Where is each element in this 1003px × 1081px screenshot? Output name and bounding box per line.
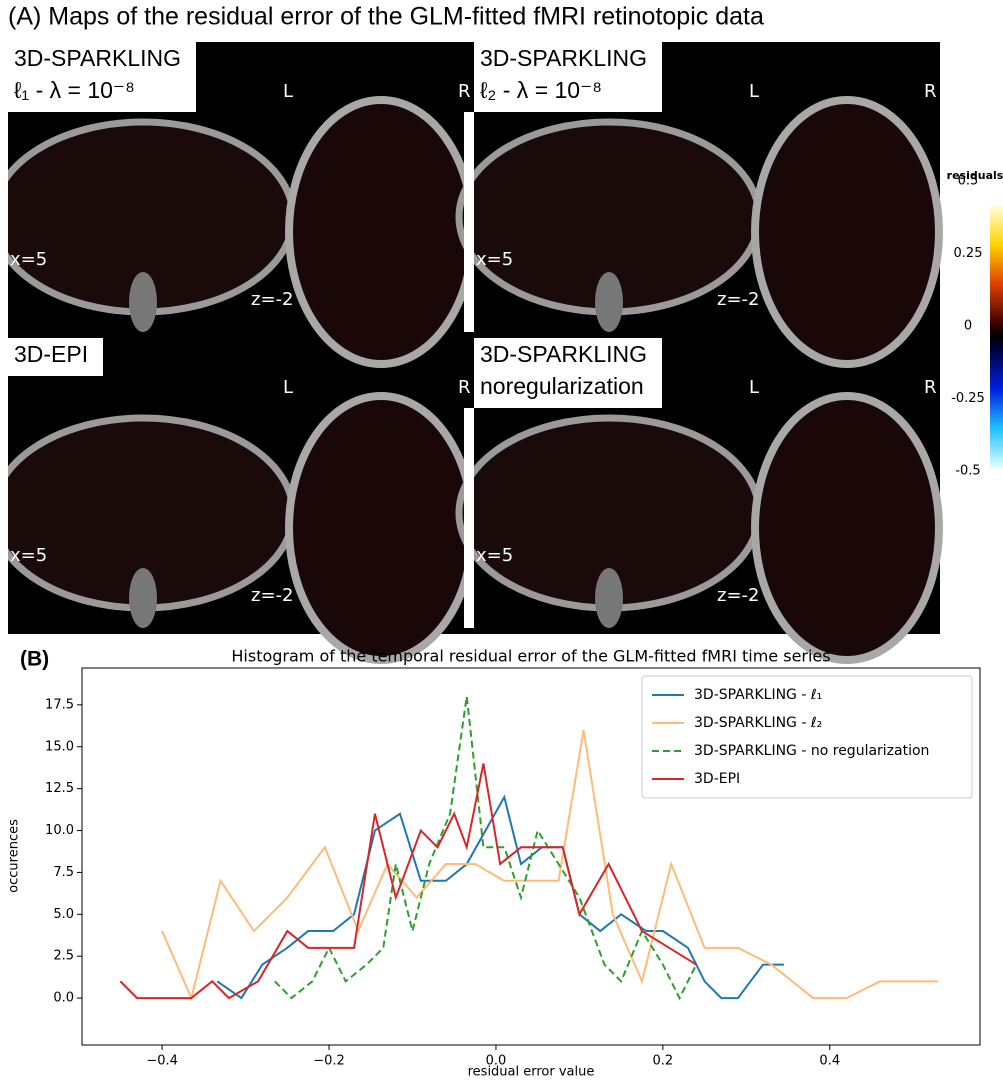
sagittal-crop [0, 112, 8, 332]
panel-title: 3D-SPARKLING [480, 341, 647, 367]
plot-frame [81, 667, 981, 1046]
brainstem [129, 272, 157, 332]
left-label: L [749, 377, 759, 398]
legend-box [641, 675, 973, 799]
brainstem [129, 568, 157, 628]
axial-coord: z=-2 [251, 585, 293, 606]
sagittal-coord: x=5 [476, 249, 513, 270]
sagittal-crop [464, 112, 474, 332]
colorbar-tick-label: 0 [964, 319, 972, 334]
chart-title: Histogram of the temporal residual error… [231, 647, 830, 666]
y-tick-label: 10.0 [45, 823, 74, 838]
sagittal-coord: x=5 [476, 545, 513, 566]
axial-skull [751, 96, 943, 368]
colorbar-tick-label: -0.5 [955, 464, 980, 479]
panel-title-box [8, 42, 196, 112]
brainstem [595, 568, 623, 628]
colorbar-label: residuals [947, 169, 1003, 182]
y-axis-label: occurences [7, 819, 22, 893]
y-tick-label: 17.5 [45, 697, 74, 712]
axial-skull [285, 96, 477, 368]
left-label: L [749, 81, 759, 102]
y-tick-label: 2.5 [53, 949, 74, 964]
series-line [274, 696, 698, 1001]
axial-coord: z=-2 [717, 289, 759, 310]
y-tick-label: 7.5 [53, 865, 74, 880]
legend-label: 3D-SPARKLING - no regularization [694, 743, 929, 759]
colorbar-tick-label: -0.25 [951, 391, 985, 406]
sagittal-crop [464, 408, 474, 628]
y-tick-label: 12.5 [45, 781, 74, 796]
x-axis-label: residual error value [468, 1065, 595, 1080]
right-label: R [924, 377, 937, 398]
legend-label: 3D-EPI [694, 771, 740, 787]
x-tick-label: 0.4 [819, 1054, 840, 1069]
sagittal-coord: x=5 [10, 545, 47, 566]
y-tick-label: 0.0 [53, 991, 74, 1006]
brainstem [595, 272, 623, 332]
x-tick-label: −0.2 [313, 1054, 345, 1069]
panel-title: 3D-EPI [14, 341, 88, 367]
panel-title: noregularization [480, 373, 644, 399]
y-tick-label: 5.0 [53, 907, 74, 922]
panel-title: ℓ₂ - λ = 10⁻⁸ [480, 77, 602, 103]
panel-label: (B) [20, 648, 49, 671]
axial-coord: z=-2 [251, 289, 293, 310]
y-tick-label: 15.0 [45, 739, 74, 754]
axial-skull [751, 392, 943, 664]
right-label: R [924, 81, 937, 102]
panel-title-box [474, 42, 662, 112]
panel-title: ℓ₁ - λ = 10⁻⁸ [14, 77, 135, 103]
series-line [119, 763, 697, 1000]
right-label: R [458, 81, 471, 102]
heading-a: (A) Maps of the residual error of the GL… [8, 3, 764, 31]
colorbar [990, 205, 1003, 468]
right-label: R [458, 377, 471, 398]
legend-label: 3D-SPARKLING - ℓ₁ [694, 687, 822, 703]
axial-coord: z=-2 [717, 585, 759, 606]
series-line [161, 729, 939, 1002]
x-tick-label: −0.4 [146, 1054, 178, 1069]
panel-title: 3D-SPARKLING [14, 45, 181, 71]
colorbar-tick-label: 0.5 [958, 174, 979, 189]
axial-skull [285, 392, 477, 664]
panel-title-box [474, 338, 662, 408]
panel-title-box [8, 338, 103, 376]
colorbar-tick-label: 0.25 [954, 246, 983, 261]
x-tick-label: 0.2 [653, 1054, 674, 1069]
left-label: L [283, 377, 293, 398]
sagittal-crop [0, 408, 8, 628]
x-tick-label: 0.0 [486, 1054, 507, 1069]
series-line [216, 794, 784, 1000]
sagittal-coord: x=5 [10, 249, 47, 270]
left-label: L [283, 81, 293, 102]
legend-label: 3D-SPARKLING - ℓ₂ [694, 715, 822, 731]
panel-title: 3D-SPARKLING [480, 45, 647, 71]
